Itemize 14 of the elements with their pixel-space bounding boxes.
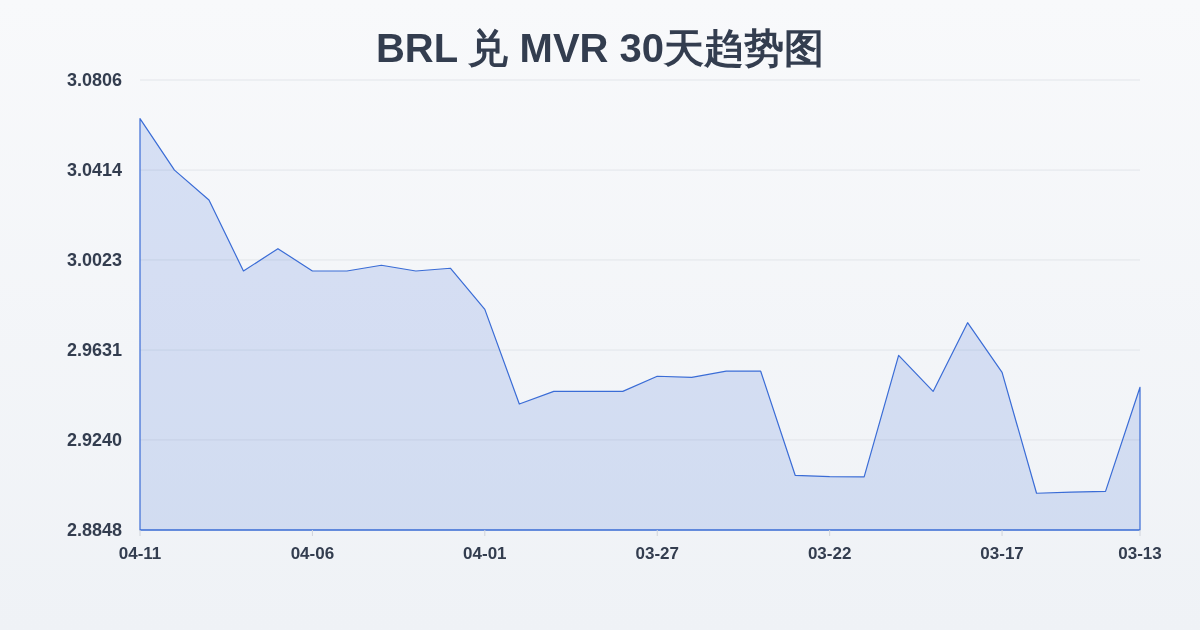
y-tick-label: 3.0806 bbox=[66, 70, 122, 90]
x-tick-label: 04-01 bbox=[463, 544, 507, 563]
y-tick-label: 2.9631 bbox=[66, 340, 122, 361]
x-tick-label: 04-11 bbox=[118, 544, 162, 563]
y-tick-label: 2.8848 bbox=[66, 520, 122, 540]
y-tick-label: 3.0414 bbox=[66, 160, 122, 181]
x-tick-label: 03-13 bbox=[1118, 544, 1162, 563]
x-tick-label: 03-17 bbox=[980, 544, 1024, 563]
y-tick-label: 2.9240 bbox=[66, 429, 122, 450]
x-tick-label: 03-27 bbox=[635, 544, 679, 563]
x-tick-label: 04-06 bbox=[290, 544, 335, 563]
y-tick-label: 3.0023 bbox=[66, 249, 122, 270]
x-tick-label: 03-22 bbox=[807, 544, 852, 563]
chart-title: BRL 兑 MVR 30天趋势图 bbox=[375, 26, 825, 70]
